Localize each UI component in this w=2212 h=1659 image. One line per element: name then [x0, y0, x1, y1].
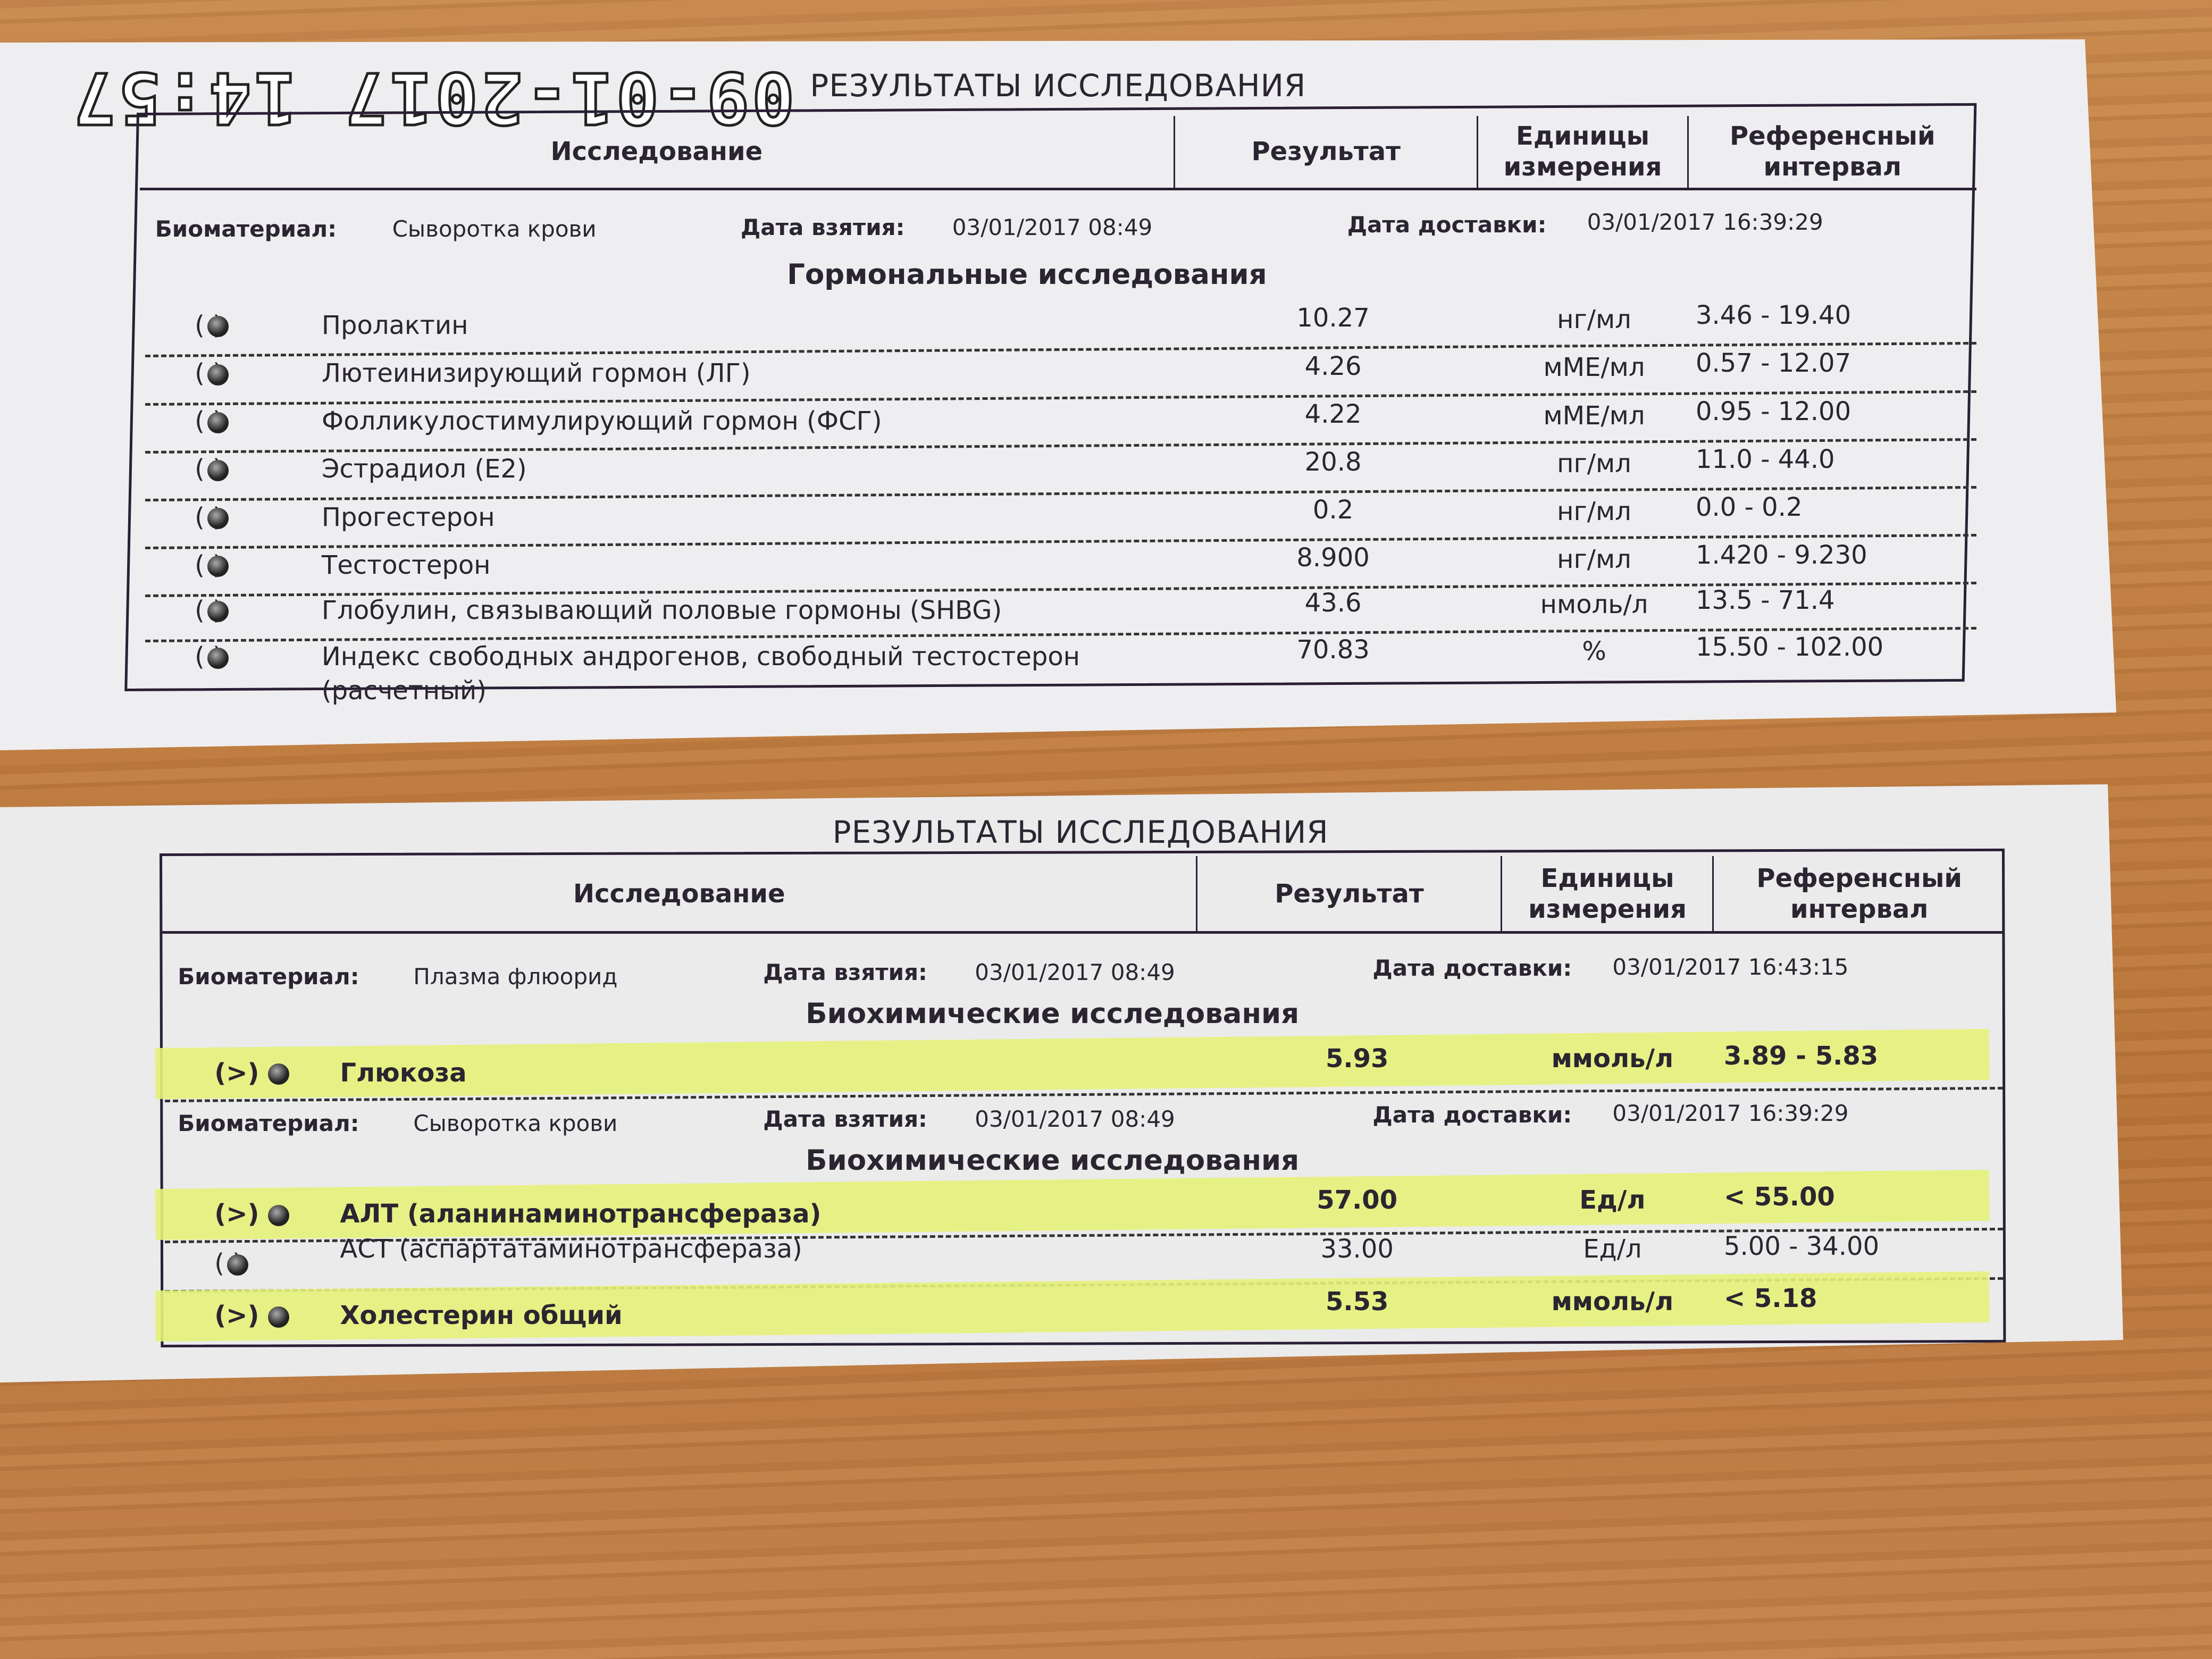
- test-result: 70.83: [1296, 634, 1370, 665]
- col-reference: Референсный интервал: [1756, 863, 1963, 924]
- delivered-label: Дата доставки:: [1372, 955, 1572, 982]
- test-reference: 0.57 - 12.07: [1696, 348, 1851, 379]
- col-reference: Референсный интервал: [1729, 121, 1936, 182]
- table-header: Исследование Результат Единицы измерения…: [162, 856, 2005, 934]
- table-header: Исследование Результат Единицы измерения…: [139, 115, 1976, 191]
- biomaterial-label: Биоматериал:: [178, 963, 359, 990]
- test-name: АЛТ (аланинаминотрансфераза): [340, 1199, 822, 1229]
- biomaterial-label: Биоматериал:: [155, 215, 337, 242]
- test-reference: 3.89 - 5.83: [1724, 1041, 1879, 1071]
- row-mark: (>): [214, 1301, 259, 1331]
- test-unit: нг/мл: [1557, 544, 1631, 575]
- test-result: 57.00: [1317, 1185, 1398, 1215]
- test-name: Холестерин общий: [340, 1301, 623, 1331]
- test-unit: ммоль/л: [1551, 1286, 1674, 1317]
- test-reference: 0.0 - 0.2: [1696, 492, 1803, 522]
- delivered-value: 03/01/2017 16:39:29: [1587, 208, 1823, 235]
- col-study: Исследование: [162, 856, 1198, 932]
- test-name: Фолликулостимулирующий гормон (ФСГ): [321, 406, 882, 437]
- test-unit: нг/мл: [1557, 496, 1631, 526]
- test-reference: 3.46 - 19.40: [1696, 300, 1851, 331]
- delivered-value: 03/01/2017 16:43:15: [1612, 953, 1849, 980]
- test-result: 10.27: [1296, 303, 1370, 333]
- col-units: Единицы измерения: [1502, 856, 1714, 932]
- status-bullet-icon: [268, 1063, 290, 1085]
- taken-value: 03/01/2017 08:49: [952, 214, 1153, 241]
- row-mark: (>): [214, 1199, 259, 1229]
- section-title: Биохимические исследования: [806, 997, 1300, 1030]
- taken-value: 03/01/2017 08:49: [975, 959, 1175, 986]
- biomaterial-label: Биоматериал:: [178, 1110, 359, 1136]
- test-result: 0.2: [1312, 495, 1354, 525]
- delivered-label: Дата доставки:: [1347, 212, 1547, 238]
- test-name: Прогестерон: [321, 502, 495, 532]
- test-unit: мМЕ/мл: [1543, 353, 1645, 383]
- test-result: 4.22: [1304, 399, 1362, 429]
- test-result: 33.00: [1320, 1234, 1394, 1264]
- report-sheet-hormones: 09-01-2017 14:57 РЕЗУЛЬТАТЫ ИССЛЕДОВАНИЯ…: [0, 39, 2116, 750]
- test-reference: 1.420 - 9.230: [1696, 540, 1867, 571]
- test-name: Эстрадиол (Е2): [321, 454, 527, 484]
- report-title: РЕЗУЛЬТАТЫ ИССЛЕДОВАНИЯ: [832, 814, 1329, 850]
- status-bullet-icon: [268, 1306, 290, 1328]
- test-name: Тестостерон: [321, 550, 491, 580]
- test-unit: нмоль/л: [1540, 590, 1648, 619]
- test-name: Индекс свободных андрогенов, свободный т…: [321, 642, 1080, 672]
- status-bullet-icon: [268, 1204, 290, 1226]
- test-reference: 5.00 - 34.00: [1724, 1231, 1880, 1262]
- delivered-label: Дата доставки:: [1372, 1102, 1572, 1128]
- biomaterial-value: Сыворотка крови: [392, 215, 597, 242]
- col-result: Результат: [1175, 115, 1479, 188]
- section-title: Гормональные исследования: [787, 258, 1267, 291]
- test-result: 20.8: [1304, 447, 1362, 477]
- test-reference: 0.95 - 12.00: [1696, 396, 1851, 426]
- status-bullet-icon: [207, 412, 229, 433]
- test-reference: 13.5 - 71.4: [1696, 585, 1835, 615]
- test-unit: пг/мл: [1557, 448, 1631, 479]
- test-name-cont: (расчетный): [321, 675, 487, 706]
- status-bullet-icon: [227, 1254, 249, 1276]
- test-unit: нг/мл: [1557, 305, 1631, 335]
- test-name: Лютеинизирующий гормон (ЛГ): [321, 358, 751, 388]
- status-bullet-icon: [207, 556, 229, 577]
- status-bullet-icon: [207, 316, 229, 338]
- test-unit: Ед/л: [1579, 1185, 1646, 1215]
- test-name: Глюкоза: [340, 1058, 467, 1088]
- test-unit: Ед/л: [1583, 1234, 1642, 1264]
- col-units: Единицы измерения: [1478, 115, 1689, 188]
- test-reference: 11.0 - 44.0: [1696, 444, 1835, 474]
- test-reference: 15.50 - 102.00: [1696, 632, 1884, 662]
- test-result: 43.6: [1304, 588, 1362, 618]
- taken-label: Дата взятия:: [763, 959, 927, 986]
- test-reference: < 55.00: [1724, 1182, 1835, 1212]
- report-title: РЕЗУЛЬТАТЫ ИССЛЕДОВАНИЯ: [810, 68, 1306, 104]
- test-result: 4.26: [1304, 351, 1362, 381]
- test-unit: мМЕ/мл: [1543, 400, 1645, 431]
- test-name: АСТ (аспартатаминотрансфераза): [340, 1234, 802, 1264]
- test-unit: ммоль/л: [1551, 1044, 1674, 1074]
- status-bullet-icon: [207, 508, 229, 530]
- test-unit: %: [1582, 636, 1606, 666]
- taken-label: Дата взятия:: [740, 214, 905, 241]
- test-result: 8.900: [1296, 543, 1370, 573]
- status-bullet-icon: [207, 601, 229, 623]
- status-bullet-icon: [207, 364, 229, 386]
- status-bullet-icon: [207, 647, 229, 669]
- delivered-value: 03/01/2017 16:39:29: [1612, 1100, 1849, 1127]
- status-bullet-icon: [207, 459, 229, 481]
- report-sheet-biochemistry: РЕЗУЛЬТАТЫ ИССЛЕДОВАНИЯ Исследование Рез…: [0, 784, 2123, 1382]
- section-title: Биохимические исследования: [806, 1144, 1300, 1177]
- col-result: Результат: [1197, 856, 1503, 932]
- test-result: 5.93: [1325, 1044, 1389, 1074]
- test-name: Глобулин, связывающий половые гормоны (S…: [321, 595, 1002, 625]
- biomaterial-value: Сыворотка крови: [413, 1110, 618, 1136]
- test-name: Пролактин: [321, 310, 468, 340]
- biomaterial-value: Плазма флюорид: [413, 963, 618, 990]
- row-mark: (>): [214, 1058, 259, 1088]
- taken-value: 03/01/2017 08:49: [975, 1106, 1175, 1132]
- test-reference: < 5.18: [1724, 1284, 1817, 1314]
- test-result: 5.53: [1325, 1286, 1389, 1317]
- col-study: Исследование: [140, 115, 1175, 188]
- taken-label: Дата взятия:: [763, 1106, 927, 1132]
